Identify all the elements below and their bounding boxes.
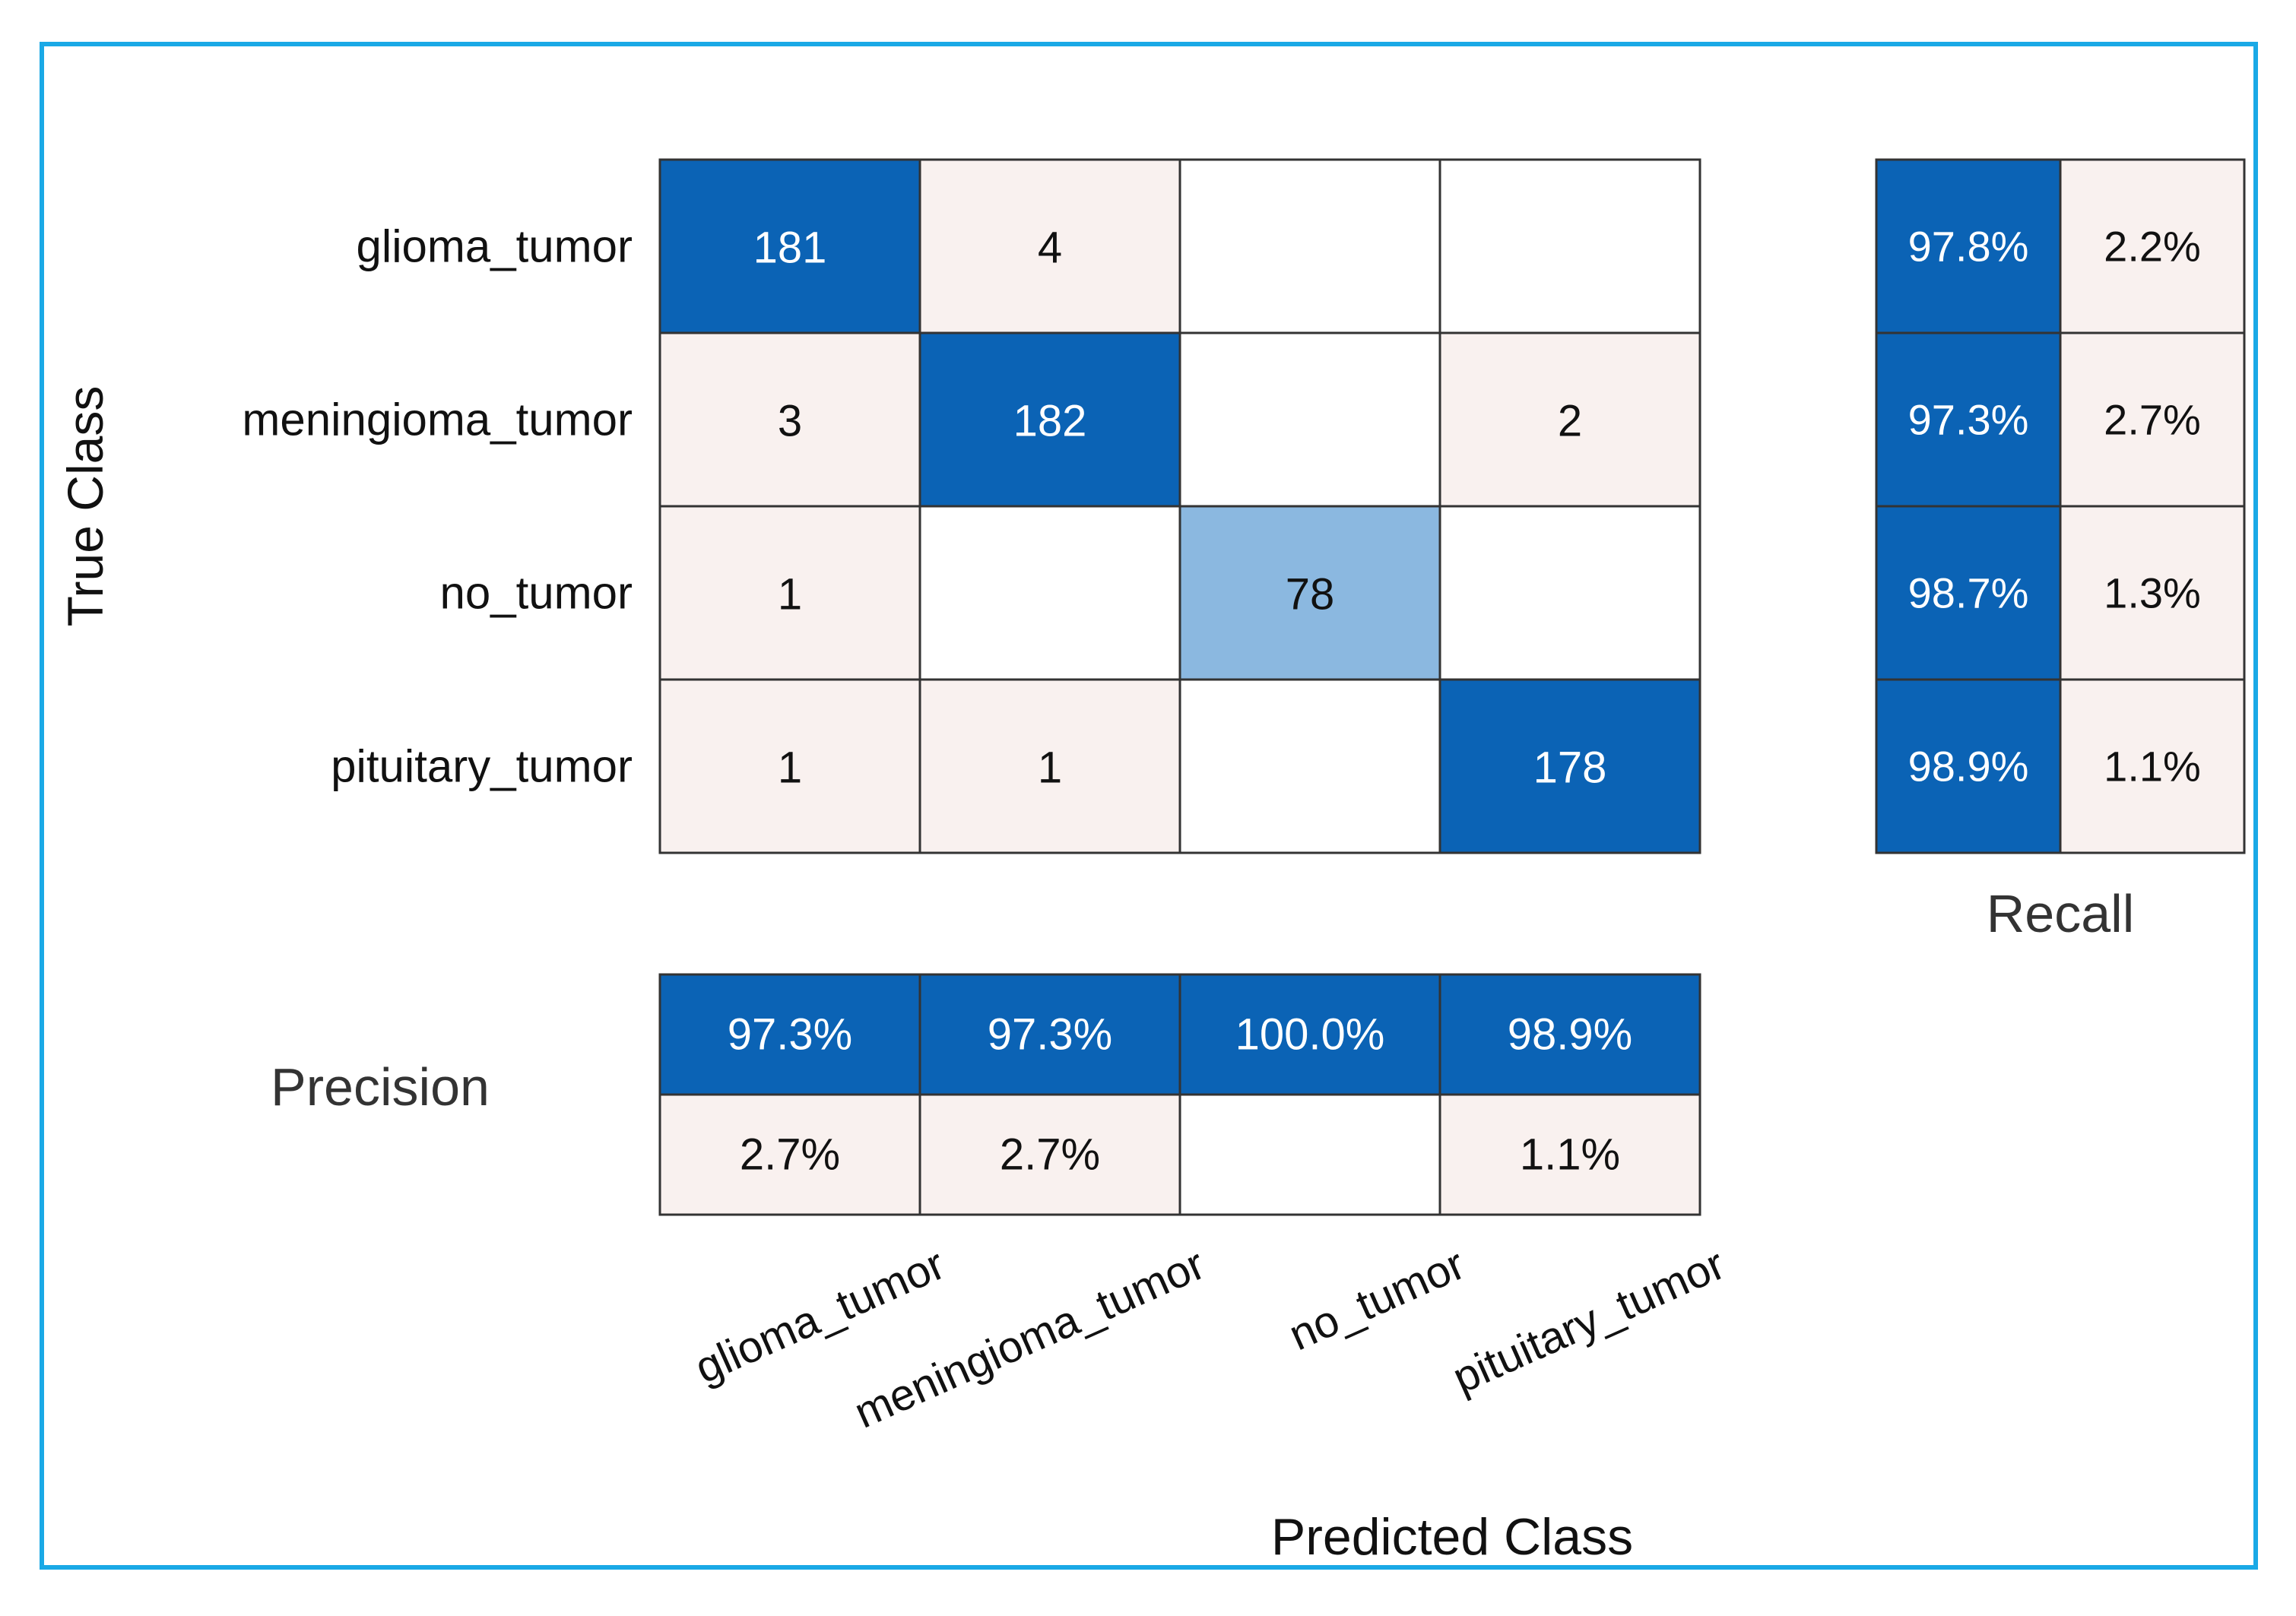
x-axis-title: Predicted Class xyxy=(1271,1508,1633,1566)
matrix-cell xyxy=(658,158,921,334)
y-axis-title: True Class xyxy=(57,386,113,627)
matrix-cell-value: 1 xyxy=(1038,743,1062,793)
matrix-cell-value: 2 xyxy=(1558,397,1582,446)
matrix-cell xyxy=(918,505,1181,681)
recall-correct-value: 97.8% xyxy=(1908,223,2029,271)
matrix-cell-value: 1 xyxy=(778,743,802,793)
matrix-cell xyxy=(658,505,921,681)
recall-correct-value: 98.7% xyxy=(1908,569,2029,617)
recall-correct-value: 98.9% xyxy=(1908,743,2029,791)
precision-error-value: 2.7% xyxy=(740,1130,840,1180)
recall-correct-cell xyxy=(1875,678,2062,854)
precision-correct-value: 98.9% xyxy=(1508,1010,1632,1060)
matrix-cell xyxy=(918,158,1181,334)
matrix-cell-value: 181 xyxy=(753,223,827,273)
figure-frame xyxy=(40,42,2258,1570)
recall-error-value: 2.2% xyxy=(2104,223,2201,271)
row-label: meningioma_tumor xyxy=(242,394,633,445)
precision-correct-cell xyxy=(918,973,1181,1096)
matrix-cell xyxy=(658,678,921,854)
recall-error-value: 1.3% xyxy=(2104,569,2201,617)
matrix-cell xyxy=(1438,678,1701,854)
matrix-cell xyxy=(1178,331,1441,508)
recall-correct-value: 97.3% xyxy=(1908,396,2029,444)
precision-correct-cell xyxy=(1438,973,1701,1096)
recall-correct-cell xyxy=(1875,505,2062,681)
precision-correct-value: 97.3% xyxy=(728,1010,852,1060)
precision-error-value: 1.1% xyxy=(1520,1130,1620,1180)
matrix-cell-value: 182 xyxy=(1013,397,1087,446)
precision-correct-value: 97.3% xyxy=(988,1010,1112,1060)
matrix-cell xyxy=(918,678,1181,854)
recall-correct-cell xyxy=(1875,158,2062,334)
matrix-cell xyxy=(1438,158,1701,334)
recall-label: Recall xyxy=(1987,884,2135,943)
row-label: pituitary_tumor xyxy=(331,741,633,792)
recall-correct-cell xyxy=(1875,331,2062,508)
row-label: glioma_tumor xyxy=(357,221,633,272)
matrix-cell xyxy=(1178,158,1441,334)
matrix-cell-value: 1 xyxy=(778,570,802,619)
precision-error-cell xyxy=(918,1093,1181,1216)
recall-error-value: 1.1% xyxy=(2104,743,2201,791)
precision-error-value: 2.7% xyxy=(1000,1130,1100,1180)
precision-error-cell xyxy=(1178,1093,1441,1216)
precision-correct-cell xyxy=(1178,973,1441,1096)
matrix-cell xyxy=(918,331,1181,508)
recall-error-value: 2.7% xyxy=(2104,396,2201,444)
matrix-cell-value: 4 xyxy=(1038,223,1062,273)
recall-error-cell xyxy=(2059,331,2246,508)
precision-error-cell xyxy=(1438,1093,1701,1216)
matrix-cell-value: 178 xyxy=(1533,743,1607,793)
precision-label: Precision xyxy=(271,1057,490,1117)
row-label: no_tumor xyxy=(440,568,633,619)
column-label: pituitary_tumor xyxy=(1445,1239,1732,1402)
recall-error-cell xyxy=(2059,678,2246,854)
matrix-cell-value: 3 xyxy=(778,397,802,446)
precision-correct-value: 100.0% xyxy=(1235,1010,1385,1060)
matrix-cell xyxy=(1438,505,1701,681)
column-label: no_tumor xyxy=(1282,1239,1472,1360)
recall-error-cell xyxy=(2059,158,2246,334)
matrix-cell-value: 78 xyxy=(1286,570,1335,619)
precision-error-cell xyxy=(658,1093,921,1216)
recall-error-cell xyxy=(2059,505,2246,681)
matrix-cell xyxy=(1178,505,1441,681)
matrix-cell xyxy=(1178,678,1441,854)
